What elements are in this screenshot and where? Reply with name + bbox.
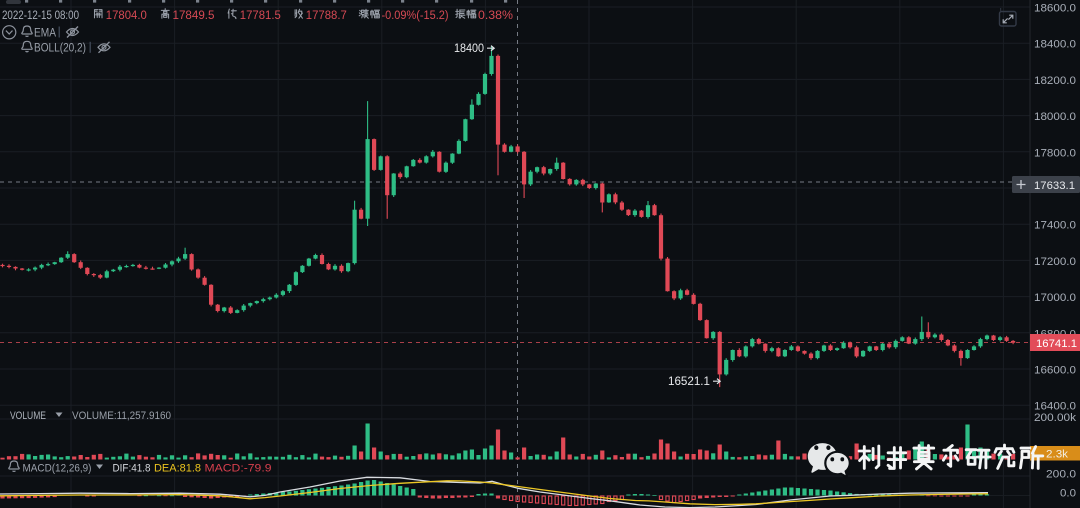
svg-text:16400.0: 16400.0 — [1034, 401, 1076, 413]
svg-text:0.0: 0.0 — [1060, 488, 1076, 500]
svg-text:DEA:81.8: DEA:81.8 — [154, 463, 201, 475]
svg-text:200.0: 200.0 — [1046, 469, 1076, 481]
svg-text:17849.5: 17849.5 — [173, 10, 215, 22]
svg-text:17400.0: 17400.0 — [1034, 220, 1076, 232]
svg-text:-0.09%(-15.2): -0.09%(-15.2) — [382, 10, 449, 22]
svg-text:2022-12-15 08:00: 2022-12-15 08:00 — [2, 10, 79, 22]
svg-text:16600.0: 16600.0 — [1034, 365, 1076, 377]
svg-text:MACD(12,26,9): MACD(12,26,9) — [23, 463, 92, 475]
svg-text:0.38%: 0.38% — [478, 10, 513, 22]
svg-text:17804.0: 17804.0 — [106, 10, 147, 22]
svg-text:18600.0: 18600.0 — [1034, 3, 1076, 15]
svg-text:18200.0: 18200.0 — [1034, 75, 1076, 87]
svg-text:17800.0: 17800.0 — [1034, 147, 1076, 159]
svg-text:18400: 18400 — [454, 43, 484, 55]
svg-text:17000.0: 17000.0 — [1034, 292, 1076, 304]
svg-text:2.3k: 2.3k — [1046, 449, 1069, 461]
svg-text:EMA: EMA — [34, 27, 56, 39]
svg-text:200.00k: 200.00k — [1034, 412, 1077, 424]
svg-text:BOLL(20,2): BOLL(20,2) — [34, 43, 86, 55]
svg-text:17781.5: 17781.5 — [240, 10, 281, 22]
svg-text:17633.1: 17633.1 — [1034, 180, 1075, 192]
svg-text:18000.0: 18000.0 — [1034, 111, 1076, 123]
svg-text:17200.0: 17200.0 — [1034, 256, 1076, 268]
svg-text:MACD:-79.9: MACD:-79.9 — [205, 463, 272, 475]
svg-text:16741.1: 16741.1 — [1036, 338, 1077, 350]
svg-text:16521.1: 16521.1 — [668, 376, 710, 388]
svg-text:VOLUME:11,257.9160: VOLUME:11,257.9160 — [72, 410, 171, 422]
svg-text:18400.0: 18400.0 — [1034, 39, 1076, 51]
svg-text:VOLUME: VOLUME — [10, 410, 46, 422]
svg-text:17788.7: 17788.7 — [306, 10, 347, 22]
svg-text:DIF:41.8: DIF:41.8 — [113, 463, 151, 475]
